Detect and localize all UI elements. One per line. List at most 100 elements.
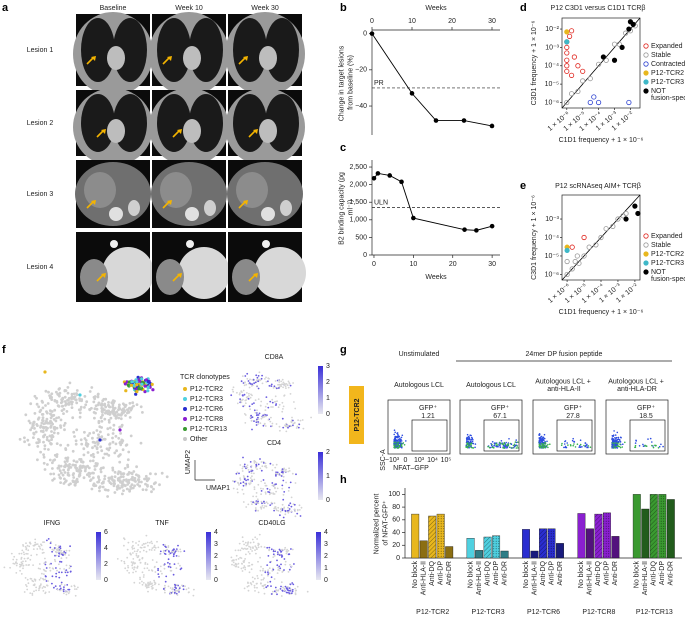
cell <box>256 376 259 379</box>
cell <box>59 443 62 447</box>
cell <box>246 464 249 467</box>
cell <box>38 578 41 581</box>
cell <box>242 501 245 503</box>
cell <box>236 488 239 491</box>
cell <box>246 585 249 588</box>
point <box>603 57 609 63</box>
cell <box>151 559 154 561</box>
cell <box>232 561 235 564</box>
cell <box>15 561 18 563</box>
panel-label: e <box>520 180 526 192</box>
cell <box>41 406 45 410</box>
column-header: Week 10 <box>175 5 203 12</box>
event <box>469 441 472 444</box>
cell <box>243 543 246 546</box>
cell <box>93 416 96 420</box>
cell <box>262 487 265 490</box>
colorbar-tick: 2 <box>326 449 330 456</box>
cell <box>287 549 290 552</box>
bar-label: Anti-HLA-II <box>531 561 538 595</box>
cell <box>127 406 131 410</box>
cell <box>49 472 53 476</box>
event <box>647 438 649 440</box>
organ <box>232 259 260 295</box>
event <box>472 439 474 441</box>
cell <box>41 552 44 554</box>
cell <box>118 425 122 429</box>
cell <box>296 425 299 428</box>
heart <box>183 46 201 70</box>
cell <box>45 580 48 582</box>
cell <box>242 475 245 477</box>
cell <box>280 551 282 553</box>
cell <box>55 390 58 394</box>
cell <box>57 473 61 477</box>
cell <box>249 477 252 479</box>
cell <box>249 546 252 549</box>
cell <box>283 548 286 551</box>
cell <box>136 550 139 553</box>
cell <box>237 549 240 552</box>
cell <box>245 484 247 487</box>
colorbar-tick: 4 <box>324 529 328 536</box>
cell <box>133 581 136 584</box>
cell <box>172 550 175 553</box>
cell <box>75 392 78 395</box>
event <box>612 442 614 444</box>
cell <box>242 456 244 459</box>
flow-events <box>393 429 407 449</box>
cell <box>286 585 289 588</box>
clonotype-cell <box>137 386 141 390</box>
bar-pattern <box>556 543 564 558</box>
cell <box>244 568 247 571</box>
cell <box>273 509 276 512</box>
event <box>541 437 544 439</box>
plot-sublabel: Autologous LCL + anti-HLA-DR <box>608 378 666 393</box>
cell <box>241 398 244 401</box>
point <box>375 171 381 176</box>
cell <box>287 470 290 473</box>
cell <box>34 543 36 546</box>
event <box>585 444 587 447</box>
cell <box>291 582 294 584</box>
cell <box>261 374 264 377</box>
cell <box>144 474 148 478</box>
axis-label: UMAP2 <box>185 450 192 474</box>
cell <box>123 562 126 565</box>
cell <box>281 589 284 592</box>
event <box>616 440 618 442</box>
cell <box>261 504 264 507</box>
cell <box>43 444 47 447</box>
clonotype-cell <box>135 390 139 394</box>
plot-frame <box>459 399 523 455</box>
bar-label: No block <box>634 561 641 589</box>
bar-label: Anti-DR <box>446 561 453 586</box>
cell <box>91 436 94 440</box>
cell <box>131 401 135 405</box>
cell <box>29 558 32 561</box>
event <box>468 435 470 438</box>
ct-image <box>227 160 303 228</box>
cell <box>75 428 79 432</box>
cell <box>45 539 48 542</box>
cell <box>31 592 34 595</box>
cell <box>108 426 112 430</box>
cell <box>116 484 120 488</box>
cell <box>240 557 243 560</box>
cell <box>269 504 272 507</box>
event <box>540 441 543 443</box>
clonotype-cell <box>123 382 127 386</box>
cell <box>264 570 267 572</box>
cell <box>71 416 75 420</box>
cell <box>256 574 259 577</box>
cell <box>62 424 66 427</box>
point <box>596 99 602 106</box>
panel-label: h <box>340 474 347 486</box>
cell <box>255 491 258 494</box>
point <box>369 31 375 36</box>
cell <box>123 560 126 563</box>
bar <box>445 546 454 559</box>
cell <box>264 425 267 427</box>
cell <box>278 565 281 568</box>
cell <box>101 407 105 411</box>
